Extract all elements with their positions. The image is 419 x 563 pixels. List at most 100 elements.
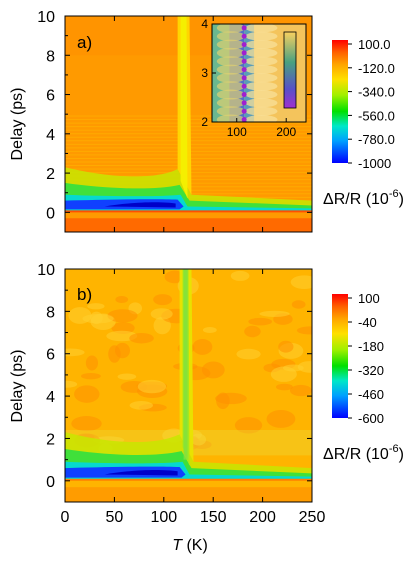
inset-features [212, 24, 278, 122]
inset-oscillation-low [216, 24, 245, 33]
y-tick-label: 6 [46, 347, 55, 364]
texture-blob [117, 373, 137, 380]
panel-b-label: b) [77, 285, 92, 304]
colorbar-label: -1000 [358, 156, 391, 171]
inset-oscillation-low [216, 47, 245, 58]
panel-b-colorbar-gradient [332, 294, 348, 418]
panel-b-heatmap [65, 269, 312, 502]
texture-blob [248, 317, 273, 326]
y-tick-label: 0 [46, 205, 55, 222]
panel-b-y-label: Delay (ps) [9, 350, 26, 423]
inset-oscillation-high [245, 98, 278, 108]
y-tick-label: 8 [46, 304, 55, 321]
inset-dot [241, 25, 247, 31]
inset-x-tick-label: 100 [227, 125, 247, 139]
colorbar-label: -40 [358, 315, 377, 330]
y-tick-label: 4 [46, 127, 55, 144]
panel-a-frame [64, 15, 313, 233]
x-tick-label: 150 [200, 509, 227, 526]
colorbar-label: -460 [358, 387, 384, 402]
inset-y-tick-label: 2 [201, 115, 208, 129]
y-tick-label: 10 [37, 262, 55, 279]
texture-blob [234, 417, 263, 434]
inset-dot [241, 50, 247, 56]
inset-oscillation-low [216, 39, 245, 50]
texture-blob [137, 379, 167, 394]
inset-dot [241, 33, 247, 39]
panel-b-y-axis: 0 2 4 6 8 10 [37, 262, 312, 503]
inset-oscillation-low [216, 81, 245, 92]
texture-blob [202, 327, 217, 334]
texture-blob [150, 308, 173, 320]
panel-b: 0 2 4 6 8 10 0 50 100 150 200 250 b) Delay (ps) T … [9, 262, 404, 554]
inset-x-tick-label: 200 [276, 125, 296, 139]
inset-oscillation-high [245, 106, 278, 116]
inset-axes: 100 200 2 3 4 [201, 17, 296, 139]
texture-blob [107, 309, 138, 323]
texture-blob [296, 326, 312, 335]
panel-a-colorbar-labels: 100.0 -120.0 -340.0 -560.0 -780.0 -1000 [348, 37, 395, 171]
inset-oscillation-high [245, 73, 278, 83]
panel-a-label: a) [77, 33, 92, 52]
panel-a-colorbar: 100.0 -120.0 -340.0 -560.0 -780.0 -1000 ΔR/R … [323, 37, 404, 208]
inset-dot [241, 58, 247, 64]
texture-blob [82, 314, 114, 324]
panel-b-colorbar: 100 -40 -180 -320 -460 -600 ΔR/R (10-6) [323, 291, 404, 463]
inset-oscillation-low [216, 72, 245, 83]
inset-dot [241, 67, 247, 73]
colorbar-label: -340.0 [358, 85, 395, 100]
x-tick-label: 200 [249, 509, 276, 526]
inset-y-tick-label: 4 [201, 17, 208, 31]
y-tick-label: 2 [46, 166, 55, 183]
texture-blob [65, 348, 85, 357]
texture-blob [129, 333, 154, 344]
colorbar-label: -780.0 [358, 132, 395, 147]
texture-blob [87, 303, 105, 310]
texture-blob [216, 392, 230, 410]
inset-oscillation-high [245, 115, 278, 122]
texture-blob [153, 294, 173, 306]
inset-dot [241, 83, 247, 89]
inset-dot [241, 92, 247, 98]
texture-blob [192, 338, 213, 355]
inset-oscillation-low [216, 64, 245, 75]
texture-blob [71, 416, 102, 432]
y-tick-label: 6 [46, 88, 55, 105]
colorbar-label: 100 [358, 291, 380, 306]
panel-b-features [65, 269, 312, 502]
panel-b-colorbar-title: ΔR/R (10-6) [323, 443, 404, 463]
x-tick-label: 50 [106, 509, 124, 526]
texture-blob [282, 364, 304, 372]
texture-blob [290, 275, 312, 290]
inset-colorbar [283, 31, 297, 109]
texture-blob [266, 409, 296, 428]
colorbar-label: -600 [358, 411, 384, 426]
negative-delay-region [65, 218, 312, 232]
inset-oscillation-low [216, 31, 245, 42]
inset-oscillation-low [216, 114, 245, 122]
negative-band-minimum [104, 202, 176, 208]
y-tick-label: 8 [46, 48, 55, 65]
texture-blob [85, 355, 99, 371]
panel-a-x-axis [64, 16, 313, 232]
inset-oscillation-low [216, 106, 245, 117]
inset-region-edge [244, 24, 255, 122]
panel-b-x-axis: 0 50 100 150 200 250 [61, 269, 325, 526]
texture-blob [65, 380, 78, 388]
panel-a-y-label: Delay (ps) [9, 88, 26, 161]
texture-blob [108, 345, 121, 363]
panel-b-x-label: T (K) [172, 537, 208, 554]
inset-oscillation-high [245, 48, 278, 58]
texture-blob [244, 325, 261, 338]
inset-oscillation-high [245, 40, 278, 50]
inset-oscillation-low [216, 56, 245, 67]
texture-blob [291, 300, 306, 309]
x-tick-label: 100 [150, 509, 177, 526]
inset-oscillation-low [216, 89, 245, 100]
colorbar-label: -120.0 [358, 61, 395, 76]
panel-a-y-axis: 0 2 4 6 8 10 [37, 9, 312, 233]
y-tick-label: 0 [46, 474, 55, 491]
texture-blob [289, 384, 312, 397]
colorbar-label: -320 [358, 363, 384, 378]
